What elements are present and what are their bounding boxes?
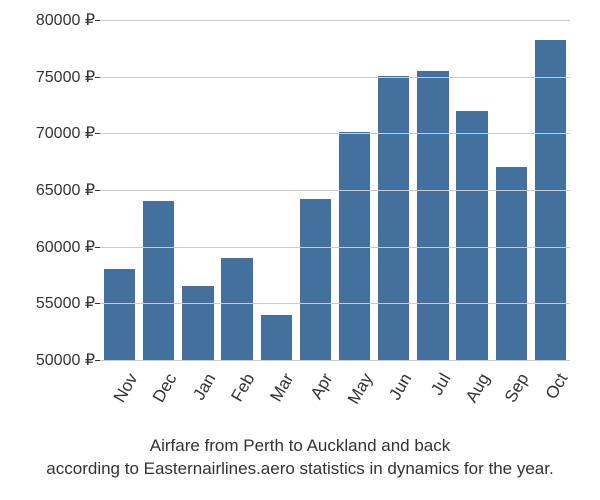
y-tick-mark: [95, 133, 100, 134]
bar-dec: [143, 201, 174, 360]
bar-sep: [496, 167, 527, 360]
y-tick-label: 50000 ₽: [5, 350, 95, 370]
bar-oct: [535, 40, 566, 360]
y-tick-mark: [95, 303, 100, 304]
y-tick-mark: [95, 360, 100, 361]
bar-apr: [300, 199, 331, 360]
x-label-nov: Nov: [109, 370, 141, 406]
bar-nov: [104, 269, 135, 360]
grid-line: [100, 360, 570, 361]
grid-line: [100, 77, 570, 78]
y-tick-mark: [95, 20, 100, 21]
x-label-jul: Jul: [427, 370, 455, 399]
x-label-dec: Dec: [149, 370, 181, 406]
x-label-jan: Jan: [189, 370, 220, 404]
x-label-may: May: [344, 370, 377, 408]
grid-line: [100, 20, 570, 21]
x-label-oct: Oct: [542, 370, 573, 403]
y-tick-label: 60000 ₽: [5, 237, 95, 257]
grid-line: [100, 190, 570, 191]
x-label-mar: Mar: [267, 370, 299, 405]
x-label-apr: Apr: [307, 370, 338, 403]
y-tick-label: 70000 ₽: [5, 123, 95, 143]
chart-caption-line1: Airfare from Perth to Auckland and back: [0, 435, 600, 457]
airfare-bar-chart: 50000 ₽ 55000 ₽ 60000 ₽ 65000 ₽ 70000 ₽ 75000…: [0, 0, 600, 500]
x-label-feb: Feb: [227, 370, 259, 405]
bar-jun: [378, 76, 409, 360]
x-label-jun: Jun: [385, 370, 416, 404]
plot-area: [100, 20, 570, 360]
grid-line: [100, 247, 570, 248]
x-label-aug: Aug: [462, 370, 494, 406]
y-tick-label: 65000 ₽: [5, 180, 95, 200]
x-label-sep: Sep: [501, 370, 533, 406]
chart-caption-line2: according to Easternairlines.aero statis…: [0, 458, 600, 480]
bar-feb: [221, 258, 252, 360]
y-tick-label: 55000 ₽: [5, 293, 95, 313]
y-tick-mark: [95, 190, 100, 191]
y-tick-label: 80000 ₽: [5, 10, 95, 30]
x-axis-labels: NovDec JanFebMar AprMay Jun JulAugSep Oct: [100, 365, 570, 425]
grid-line: [100, 303, 570, 304]
bar-jul: [417, 71, 448, 360]
y-tick-mark: [95, 77, 100, 78]
bar-jan: [182, 286, 213, 360]
y-tick-mark: [95, 247, 100, 248]
bar-aug: [456, 111, 487, 360]
bar-mar: [261, 315, 292, 360]
grid-line: [100, 133, 570, 134]
y-tick-label: 75000 ₽: [5, 67, 95, 87]
